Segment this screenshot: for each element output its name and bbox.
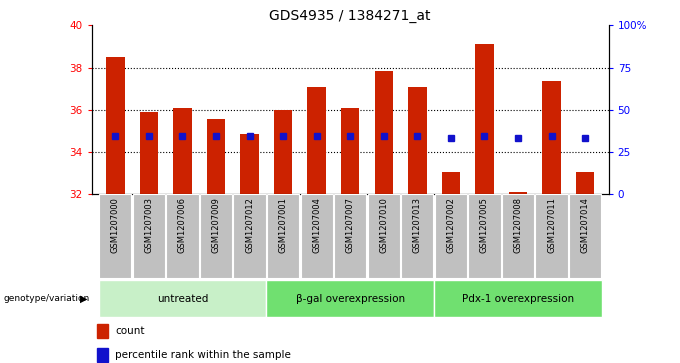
Bar bbox=[233, 194, 266, 278]
Bar bbox=[173, 108, 192, 194]
Text: GSM1207014: GSM1207014 bbox=[581, 197, 590, 253]
Text: GSM1207013: GSM1207013 bbox=[413, 197, 422, 253]
Bar bbox=[267, 194, 299, 278]
Bar bbox=[167, 194, 199, 278]
Bar bbox=[469, 194, 500, 278]
Text: GSM1207010: GSM1207010 bbox=[379, 197, 388, 253]
Bar bbox=[543, 81, 561, 194]
Bar bbox=[267, 280, 434, 317]
Bar bbox=[509, 192, 527, 194]
Text: GSM1207004: GSM1207004 bbox=[312, 197, 321, 253]
Text: Pdx-1 overexpression: Pdx-1 overexpression bbox=[462, 294, 574, 303]
Title: GDS4935 / 1384271_at: GDS4935 / 1384271_at bbox=[269, 9, 431, 23]
Text: GSM1207009: GSM1207009 bbox=[211, 197, 220, 253]
Bar bbox=[576, 172, 594, 194]
Text: percentile rank within the sample: percentile rank within the sample bbox=[115, 350, 291, 360]
Bar bbox=[97, 324, 108, 338]
Text: GSM1207002: GSM1207002 bbox=[446, 197, 456, 253]
Bar bbox=[139, 112, 158, 194]
Text: GSM1207008: GSM1207008 bbox=[513, 197, 522, 253]
Bar bbox=[341, 108, 360, 194]
Text: GSM1207007: GSM1207007 bbox=[345, 197, 355, 253]
Bar bbox=[535, 194, 568, 278]
Text: GSM1207006: GSM1207006 bbox=[178, 197, 187, 253]
Bar bbox=[441, 172, 460, 194]
Text: ▶: ▶ bbox=[80, 294, 88, 303]
Bar bbox=[307, 87, 326, 194]
Bar bbox=[301, 194, 333, 278]
Bar bbox=[368, 194, 400, 278]
Bar bbox=[200, 194, 232, 278]
Bar bbox=[334, 194, 367, 278]
Bar bbox=[434, 280, 602, 317]
Bar bbox=[569, 194, 601, 278]
Bar bbox=[401, 194, 433, 278]
Text: GSM1207000: GSM1207000 bbox=[111, 197, 120, 253]
Bar bbox=[106, 57, 124, 194]
Text: GSM1207003: GSM1207003 bbox=[144, 197, 154, 253]
Bar bbox=[207, 119, 225, 194]
Text: β-gal overexpression: β-gal overexpression bbox=[296, 294, 405, 303]
Bar bbox=[435, 194, 467, 278]
Bar bbox=[99, 194, 131, 278]
Text: untreated: untreated bbox=[156, 294, 208, 303]
Bar bbox=[502, 194, 534, 278]
Text: GSM1207005: GSM1207005 bbox=[480, 197, 489, 253]
Text: GSM1207001: GSM1207001 bbox=[279, 197, 288, 253]
Text: count: count bbox=[115, 326, 145, 336]
Bar bbox=[408, 87, 426, 194]
Text: GSM1207011: GSM1207011 bbox=[547, 197, 556, 253]
Bar bbox=[240, 134, 259, 194]
Bar bbox=[99, 280, 267, 317]
Text: GSM1207012: GSM1207012 bbox=[245, 197, 254, 253]
Text: genotype/variation: genotype/variation bbox=[3, 294, 90, 303]
Bar bbox=[97, 348, 108, 362]
Bar bbox=[375, 71, 393, 194]
Bar bbox=[475, 44, 494, 194]
Bar bbox=[274, 110, 292, 194]
Bar bbox=[133, 194, 165, 278]
